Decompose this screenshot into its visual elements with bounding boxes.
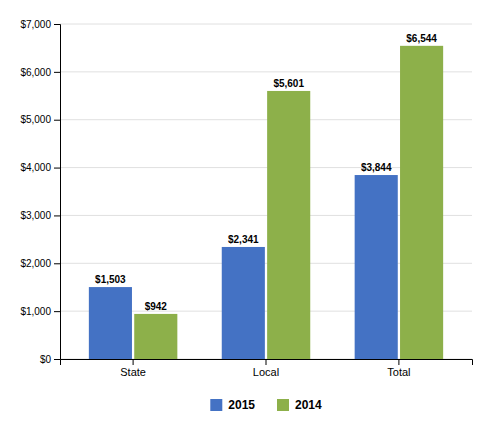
tick-mark [398,359,399,365]
y-tick: $4,000 [20,162,60,173]
tick-mark [266,359,267,365]
tick-mark [54,215,60,216]
tick-label: $4,000 [20,162,51,173]
tick-label: $1,000 [20,306,51,317]
data-label: $5,601 [273,78,304,89]
bar [267,91,310,359]
x-tick: Total [387,359,410,378]
data-label: $1,503 [95,274,126,285]
tick-mark [54,72,60,73]
bars [89,46,443,359]
y-tick: $3,000 [20,210,60,221]
bar [400,46,443,359]
chart: $1,503 $2,341 $3,844 $942 $5,601 $6,544 $0 $1,0… [0,0,488,429]
tick-mark [54,311,60,312]
tick-label: State [120,366,146,378]
y-tick: $0 [40,354,60,365]
legend-item: 2014 [277,398,322,412]
tick-label: Local [253,366,279,378]
tick-mark [133,359,134,365]
tick-mark [54,24,60,25]
y-axis: $0 $1,000 $2,000 $3,000 $4,000 $5,000 $6,000 $7… [20,19,60,365]
y-tick: $5,000 [20,114,60,125]
y-tick: $6,000 [20,67,60,78]
data-label: $2,341 [228,234,259,245]
bar [222,247,265,359]
data-label: $6,544 [406,33,437,44]
tick-label: $5,000 [20,114,51,125]
x-tick: Local [253,359,279,378]
legend-swatch [210,399,222,411]
x-tick: State [120,359,146,378]
tick-mark [54,263,60,264]
legend-item: 2015 [210,398,255,412]
tick-label: $3,000 [20,210,51,221]
data-label: $3,844 [361,162,392,173]
tick-label: $2,000 [20,258,51,269]
tick-label: $6,000 [20,67,51,78]
data-labels: $1,503 $2,341 $3,844 $942 $5,601 $6,544 [95,33,437,312]
data-label: $942 [145,301,168,312]
legend: 2015 2014 [210,398,322,412]
plot: $1,503 $2,341 $3,844 $942 $5,601 $6,544 $0 $1,0… [20,19,472,378]
bar [355,175,398,359]
tick-mark [54,120,60,121]
legend-swatch [277,399,289,411]
tick-label: $0 [40,354,52,365]
axis-domain [54,25,61,360]
legend-label: 2014 [295,398,322,412]
grid [60,24,472,359]
grid-line [60,24,472,25]
y-tick: $1,000 [20,306,60,317]
x-axis: State Local Total [61,359,473,378]
tick-label: Total [387,366,410,378]
axis-domain [61,360,473,366]
tick-mark [54,359,60,360]
y-tick: $7,000 [20,19,60,30]
tick-label: $7,000 [20,19,51,30]
legend-label: 2015 [228,398,255,412]
y-tick: $2,000 [20,258,60,269]
bar [134,314,177,359]
tick-mark [54,168,60,169]
bar [89,287,132,359]
